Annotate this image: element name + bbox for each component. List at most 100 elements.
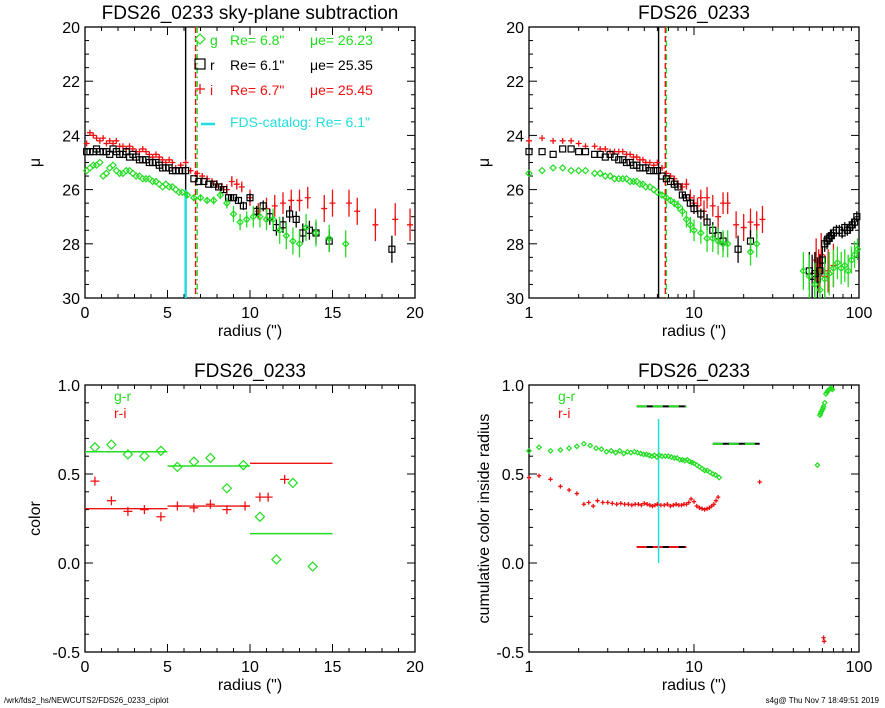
data-point xyxy=(139,505,149,515)
data-point xyxy=(844,267,853,275)
data-point xyxy=(586,500,591,505)
data-point xyxy=(354,208,361,215)
data-point xyxy=(224,194,233,202)
data-point xyxy=(694,503,700,509)
data-point xyxy=(325,234,334,243)
data-point xyxy=(642,501,647,506)
data-point xyxy=(86,129,93,136)
data-point xyxy=(372,221,379,228)
data-point xyxy=(183,191,192,199)
data-point xyxy=(228,178,235,185)
data-point xyxy=(674,183,682,191)
data-point xyxy=(649,185,658,194)
x-tick-label: 10 xyxy=(241,659,259,676)
data-point xyxy=(581,148,590,156)
data-point xyxy=(312,229,320,237)
y-tick-label: 20 xyxy=(62,20,80,37)
data-point xyxy=(216,191,225,199)
data-point xyxy=(581,502,587,507)
plot-frame xyxy=(84,384,416,653)
x-axis-label: radius (") xyxy=(218,323,282,340)
data-point xyxy=(829,264,838,273)
x-tick-label: 5 xyxy=(163,659,172,676)
data-point xyxy=(686,220,695,229)
data-point xyxy=(682,215,691,224)
data-point xyxy=(716,474,723,481)
data-point xyxy=(407,221,414,228)
data-point xyxy=(715,494,721,500)
x-tick-label: 100 xyxy=(846,305,873,322)
data-point xyxy=(602,145,609,152)
data-point xyxy=(704,506,710,511)
data-point xyxy=(820,275,829,283)
data-point xyxy=(99,172,107,180)
data-point xyxy=(636,180,644,189)
data-point xyxy=(612,449,619,456)
data-point xyxy=(615,156,623,164)
data-point xyxy=(665,502,670,507)
data-point xyxy=(684,502,689,507)
x-tick-label: 20 xyxy=(406,305,424,322)
data-point xyxy=(221,482,233,494)
x-axis-label: radius (") xyxy=(218,677,282,694)
data-point xyxy=(526,137,532,144)
data-point xyxy=(704,467,711,474)
data-point xyxy=(86,164,94,172)
data-point xyxy=(89,441,101,453)
data-point xyxy=(713,498,719,503)
data-point xyxy=(702,507,707,512)
data-point xyxy=(693,462,700,469)
data-point xyxy=(302,223,310,232)
data-point xyxy=(238,459,249,471)
legend-g-r: g-r xyxy=(114,388,131,404)
data-point xyxy=(240,501,250,511)
data-point xyxy=(205,180,213,188)
data-point xyxy=(697,505,702,511)
data-point xyxy=(622,502,627,507)
data-point xyxy=(574,491,580,496)
data-point xyxy=(610,501,615,506)
data-point xyxy=(645,183,654,191)
panel-cumulative-color-log: FDS26_0233 1 10 100 -0.5 0.0 0.5 1.0 radius (") c… xyxy=(476,361,872,694)
y-tick-label: 24 xyxy=(62,128,80,145)
y-tick-label: 0.5 xyxy=(502,467,524,484)
data-point xyxy=(123,506,133,516)
data-point xyxy=(829,386,836,393)
y-axis-label: cumulative color inside radius xyxy=(476,414,493,624)
data-point xyxy=(600,500,605,505)
data-point xyxy=(647,502,653,508)
y-tick-label: 30 xyxy=(506,291,524,308)
legend-band-r: r xyxy=(210,57,215,73)
data-point xyxy=(196,193,205,202)
data-point xyxy=(587,442,594,449)
data-point xyxy=(304,194,311,201)
chart-title: FDS26_0233 xyxy=(194,361,306,382)
data-point xyxy=(549,164,557,172)
data-point xyxy=(549,150,557,158)
data-point xyxy=(653,167,661,175)
data-point xyxy=(234,196,243,205)
data-point xyxy=(853,213,861,221)
data-point xyxy=(816,286,824,294)
chart-title: FDS26_0233 xyxy=(638,361,750,382)
y-tick-label: 0.0 xyxy=(58,556,80,573)
data-point xyxy=(538,166,546,175)
data-point xyxy=(652,502,658,508)
data-point xyxy=(821,639,827,644)
data-point xyxy=(558,484,563,489)
series-g-r xyxy=(89,439,319,572)
data-point xyxy=(699,506,705,511)
legend-re-g: Re= 6.8" xyxy=(230,32,284,48)
data-point xyxy=(805,272,814,281)
data-point xyxy=(550,137,557,144)
footer-timestamp: s4g@ Thu Nov 7 18:49:51 2019 xyxy=(765,696,879,705)
data-point xyxy=(269,215,277,224)
data-point xyxy=(690,226,698,235)
data-point xyxy=(825,269,834,278)
data-point xyxy=(156,512,166,522)
data-point xyxy=(688,496,694,502)
data-point xyxy=(746,248,755,256)
chart-title: FDS26_0233 xyxy=(638,3,750,24)
data-point xyxy=(644,502,650,507)
data-point xyxy=(158,183,167,191)
